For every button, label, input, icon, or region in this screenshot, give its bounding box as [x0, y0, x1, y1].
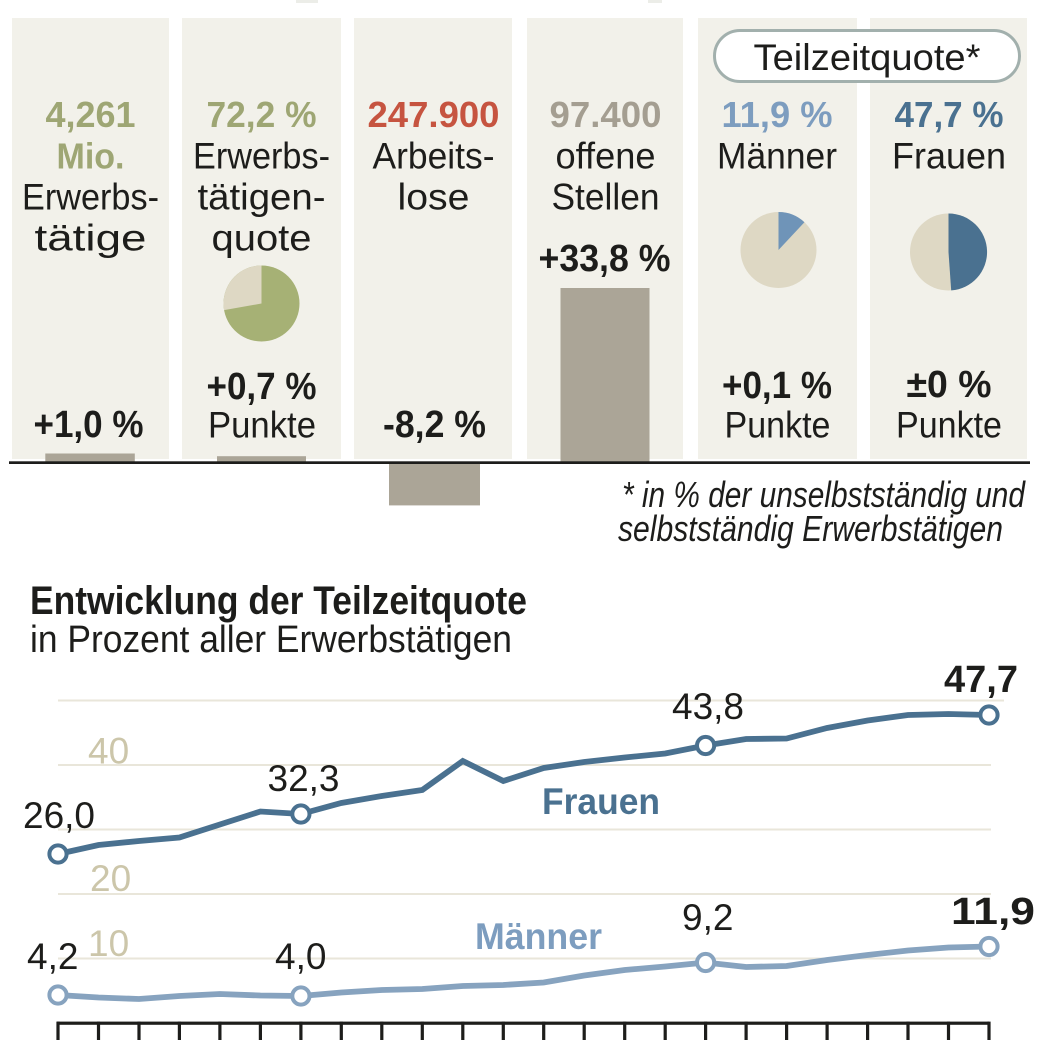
svg-text:4,261: 4,261 — [46, 94, 136, 135]
svg-text:±0 %: ±0 % — [907, 364, 992, 406]
svg-text:40: 40 — [88, 731, 129, 772]
svg-text:11,9: 11,9 — [951, 891, 1035, 933]
svg-text:offene: offene — [556, 136, 656, 177]
svg-text:4,0: 4,0 — [275, 936, 326, 977]
svg-text:72,2 %: 72,2 % — [207, 94, 317, 135]
svg-text:* in % der unselbstständig und: * in % der unselbstständig und — [622, 474, 1026, 515]
svg-text:-8,2 %: -8,2 % — [383, 404, 486, 446]
svg-text:247.900: 247.900 — [368, 94, 500, 135]
svg-text:quote: quote — [212, 218, 312, 259]
svg-text:Punkte: Punkte — [725, 405, 831, 446]
svg-text:9,2: 9,2 — [682, 897, 733, 938]
svg-text:tätigen-: tätigen- — [198, 177, 326, 218]
svg-text:tätige: tätige — [35, 218, 147, 259]
svg-text:Punkte: Punkte — [896, 405, 1002, 446]
svg-text:+33,8 %: +33,8 % — [539, 238, 671, 280]
svg-text:43,8: 43,8 — [672, 686, 744, 727]
svg-text:97.400: 97.400 — [550, 94, 662, 135]
svg-text:Stellen: Stellen — [552, 177, 660, 218]
svg-text:Teilzeitquote*: Teilzeitquote* — [754, 37, 981, 78]
svg-text:Männer: Männer — [717, 136, 837, 177]
svg-text:Erwerbs-: Erwerbs- — [193, 136, 330, 177]
svg-text:20: 20 — [90, 858, 131, 899]
svg-text:Punkte: Punkte — [208, 405, 316, 446]
svg-text:47,7 %: 47,7 % — [895, 94, 1004, 135]
svg-text:+0,1 %: +0,1 % — [722, 365, 832, 407]
svg-text:in Prozent aller Erwerbstätige: in Prozent aller Erwerbstätigen — [30, 619, 512, 661]
svg-text:Erwerbs-: Erwerbs- — [22, 177, 159, 218]
svg-text:32,3: 32,3 — [268, 758, 340, 799]
svg-text:Männer: Männer — [475, 916, 602, 957]
svg-text:Frauen: Frauen — [542, 781, 660, 822]
svg-text:Entwicklung der Teilzeitquote: Entwicklung der Teilzeitquote — [30, 579, 527, 623]
svg-text:+1,0 %: +1,0 % — [34, 404, 144, 446]
svg-text:Frauen: Frauen — [892, 136, 1006, 177]
svg-text:Mio.: Mio. — [57, 136, 125, 177]
svg-text:4,2: 4,2 — [27, 936, 78, 977]
svg-text:26,0: 26,0 — [23, 795, 95, 836]
svg-text:+0,7 %: +0,7 % — [207, 366, 317, 408]
svg-text:10: 10 — [88, 923, 129, 964]
svg-text:Arbeits-: Arbeits- — [373, 136, 495, 177]
svg-text:11,9 %: 11,9 % — [722, 94, 833, 135]
svg-text:selbstständig Erwerbstätigen: selbstständig Erwerbstätigen — [618, 508, 1003, 549]
svg-text:47,7: 47,7 — [944, 659, 1018, 701]
svg-text:lose: lose — [398, 177, 470, 218]
